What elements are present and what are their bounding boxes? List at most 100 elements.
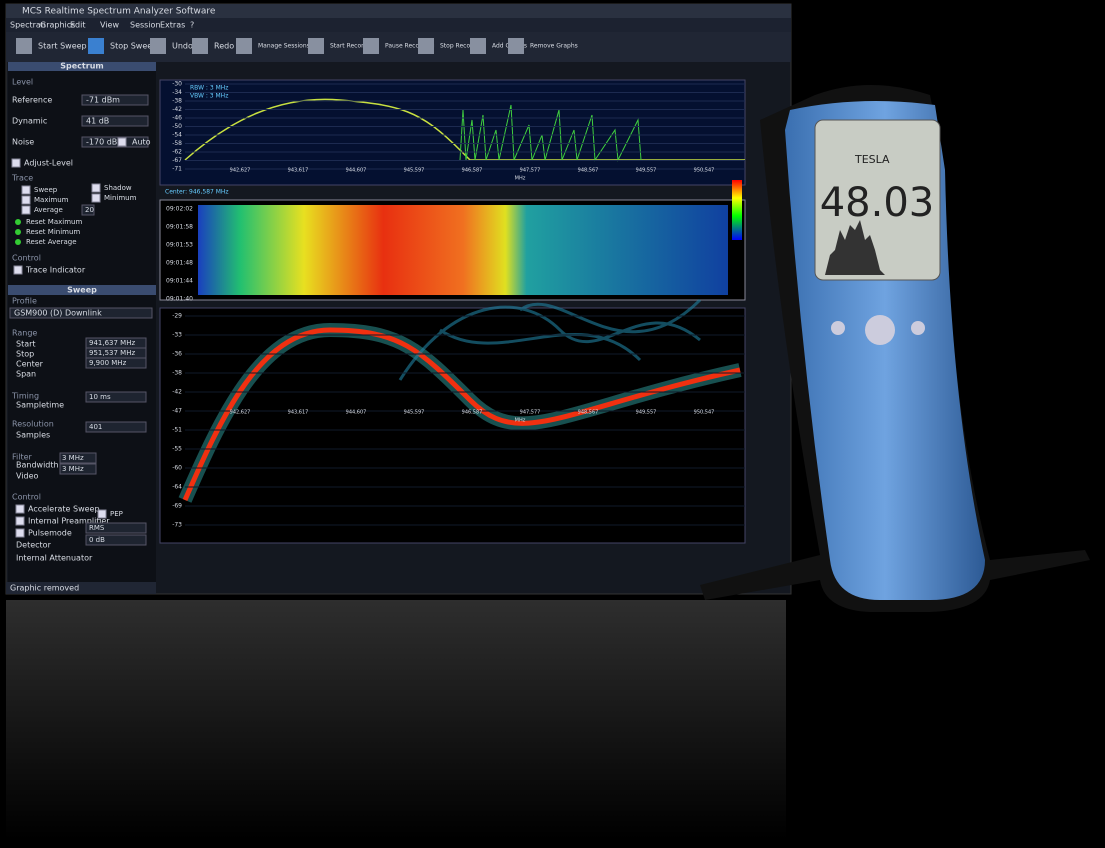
toolbar	[6, 32, 791, 62]
menu-item[interactable]: Graphics	[40, 21, 75, 30]
input-box[interactable]	[59, 463, 97, 475]
field-value[interactable]: 41 dB	[86, 117, 109, 126]
tool-icon[interactable]	[88, 38, 104, 54]
x-tick-label: 942,627	[230, 410, 251, 416]
menu-item[interactable]: Session	[130, 21, 161, 30]
input-box[interactable]	[81, 115, 149, 127]
checkbox[interactable]	[13, 265, 23, 275]
x-tick-label: 945,597	[404, 168, 425, 174]
checkbox[interactable]	[15, 528, 25, 538]
checkbox[interactable]	[21, 205, 31, 215]
x-tick-label: 947,577	[520, 168, 541, 174]
y-tick-label: -54	[172, 132, 182, 139]
input-box[interactable]	[85, 357, 147, 369]
tool-icon[interactable]	[308, 38, 324, 54]
tool-icon[interactable]	[16, 38, 32, 54]
label[interactable]: Reset Maximum	[26, 218, 82, 226]
label: Average	[34, 206, 63, 214]
input-box[interactable]	[81, 204, 95, 216]
toolbar-button[interactable]: Remove Graphs	[530, 43, 578, 50]
x-tick-label: 949,557	[636, 168, 657, 174]
menu-item[interactable]: ?	[190, 21, 194, 30]
checkbox[interactable]	[21, 195, 31, 205]
label: Video	[16, 472, 39, 481]
title-bar	[6, 4, 791, 18]
menu-item[interactable]: Edit	[70, 21, 86, 30]
toolbar-button[interactable]: Manage Sessions	[258, 43, 310, 50]
trace	[184, 98, 745, 161]
label: Control	[12, 254, 41, 263]
menu-item[interactable]: Extras	[160, 21, 185, 30]
time-label: 09:01:48	[166, 260, 193, 267]
status-bar	[6, 582, 156, 594]
x-tick-label: 942,627	[230, 168, 251, 174]
field-value[interactable]: -71 dBm	[86, 96, 120, 105]
persistence-ghosts	[398, 298, 702, 381]
label[interactable]: Reset Minimum	[26, 228, 80, 236]
label[interactable]: 3 MHz	[62, 465, 84, 473]
toolbar-button[interactable]: Pause Recording	[385, 43, 435, 50]
input-box[interactable]	[81, 94, 149, 106]
nav-pad[interactable]	[865, 315, 895, 345]
label[interactable]: 401	[89, 423, 102, 431]
checkbox[interactable]	[21, 185, 31, 195]
input-box[interactable]	[59, 452, 97, 464]
label: PEP	[110, 510, 123, 518]
checkbox[interactable]	[15, 504, 25, 514]
toolbar-button[interactable]: Start Recording	[330, 43, 377, 50]
input-box[interactable]	[81, 136, 149, 148]
menu-item[interactable]: Spectran	[10, 21, 46, 30]
field-value[interactable]: -170 dBm	[86, 138, 125, 147]
action-icon	[15, 219, 21, 225]
checkbox[interactable]	[11, 158, 21, 168]
toolbar-button[interactable]: Stop Sweep	[110, 42, 157, 51]
checkbox[interactable]	[91, 193, 101, 203]
toolbar-button[interactable]: Start Sweep	[38, 42, 87, 51]
y-tick-label: -67	[172, 157, 182, 164]
label[interactable]: 0 dB	[89, 536, 105, 544]
label[interactable]: 9,900 MHz	[89, 359, 127, 367]
input-box[interactable]	[9, 307, 153, 319]
checkbox[interactable]	[97, 509, 107, 519]
label: Internal Preamplifier	[28, 517, 110, 526]
label[interactable]: Reset Average	[26, 238, 77, 246]
label: Maximum	[34, 196, 69, 204]
key[interactable]	[911, 321, 925, 335]
input-box[interactable]	[85, 522, 147, 534]
tool-icon[interactable]	[363, 38, 379, 54]
field-label: Reference	[12, 96, 52, 105]
menu-item[interactable]: View	[100, 21, 119, 30]
checkbox[interactable]	[91, 183, 101, 193]
input-box[interactable]	[85, 534, 147, 546]
x-tick-label: 948,567	[578, 168, 599, 174]
label[interactable]: RMS	[89, 524, 105, 532]
tool-icon[interactable]	[470, 38, 486, 54]
tool-icon[interactable]	[192, 38, 208, 54]
label[interactable]: 10 ms	[89, 393, 111, 401]
waterfall-image	[198, 205, 728, 295]
checkbox[interactable]	[117, 137, 127, 147]
y-tick-label: -36	[172, 351, 182, 358]
label: Range	[12, 329, 37, 338]
panel-header	[8, 285, 156, 295]
input-box[interactable]	[85, 391, 147, 403]
label: RBW : 3 MHz	[190, 85, 228, 92]
checkbox[interactable]	[15, 516, 25, 526]
tool-icon[interactable]	[508, 38, 524, 54]
tool-icon[interactable]	[418, 38, 434, 54]
label: Stop	[16, 350, 34, 359]
toolbar-button[interactable]: Redo	[214, 42, 234, 51]
key[interactable]	[831, 321, 845, 335]
label[interactable]: GSM900 (D) Downlink	[14, 309, 102, 318]
label[interactable]: 951,537 MHz	[89, 349, 135, 357]
tool-icon[interactable]	[150, 38, 166, 54]
label[interactable]: 20	[85, 206, 94, 214]
label[interactable]: 3 MHz	[62, 454, 84, 462]
label[interactable]: 941,637 MHz	[89, 339, 135, 347]
toolbar-button[interactable]: Undo	[172, 42, 193, 51]
y-tick-label: -55	[172, 446, 182, 453]
input-box[interactable]	[85, 421, 147, 433]
tool-icon[interactable]	[236, 38, 252, 54]
toolbar-button[interactable]: Stop Recording	[440, 43, 486, 50]
label: Bandwidth	[16, 461, 59, 470]
